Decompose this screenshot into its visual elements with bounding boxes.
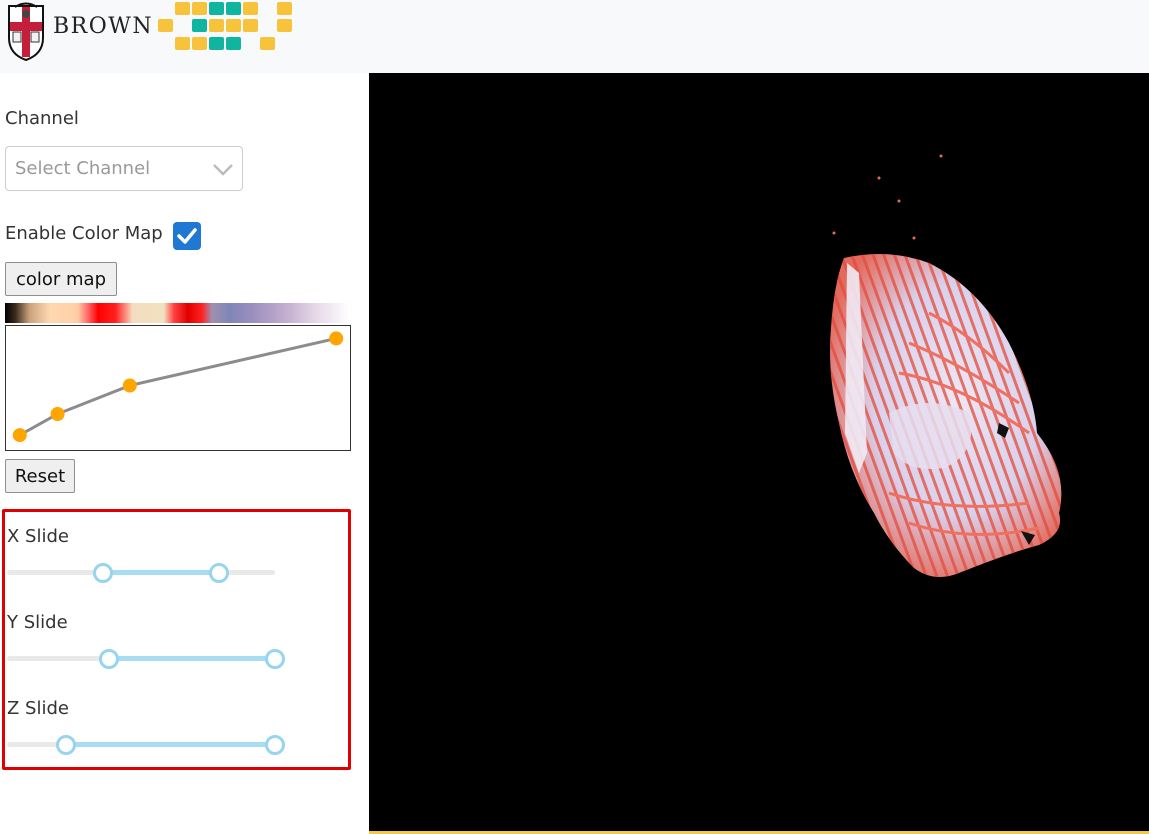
y-slide-max-handle[interactable]: [265, 649, 285, 669]
chevron-down-icon: [213, 164, 233, 176]
x-slide-max-handle[interactable]: [208, 563, 229, 583]
control-sidebar: Channel Select Channel Enable Color Map …: [0, 73, 369, 834]
checkmark-icon: [177, 228, 197, 244]
viewer-bottom-edge: [369, 831, 1149, 834]
transfer-function-curve[interactable]: [6, 326, 350, 450]
z-slide-min-handle[interactable]: [55, 735, 76, 755]
z-slide-label: Z Slide: [7, 698, 69, 719]
x-slide-label: X Slide: [7, 526, 69, 547]
volume-render-viewport[interactable]: [369, 73, 1149, 834]
enable-color-map-label: Enable Color Map: [5, 223, 163, 244]
volume-render-image: [830, 154, 1062, 577]
x-slide-min-handle[interactable]: [93, 563, 114, 583]
transfer-function-point-3[interactable]: [122, 378, 137, 393]
transfer-function-editor[interactable]: [5, 325, 351, 451]
z-slide-max-handle[interactable]: [265, 735, 285, 755]
channel-select-placeholder: Select Channel: [15, 158, 151, 179]
slice-sliders-panel: X Slide Y Slide Z Slide: [2, 509, 351, 770]
reset-button[interactable]: Reset: [5, 459, 75, 493]
y-slide-min-handle[interactable]: [98, 649, 119, 669]
enable-color-map-checkbox[interactable]: [173, 222, 201, 250]
x-slide-range: [103, 570, 219, 575]
channel-label: Channel: [5, 108, 79, 129]
channel-select[interactable]: Select Channel: [5, 146, 243, 191]
color-map-bar: [5, 303, 350, 323]
brown-shield-logo: [8, 2, 44, 62]
transfer-function-point-1[interactable]: [12, 428, 27, 443]
transfer-function-line: [19, 336, 337, 437]
z-slide-range: [65, 742, 275, 747]
transfer-function-point-4[interactable]: [329, 331, 344, 346]
transfer-function-point-2[interactable]: [50, 407, 65, 421]
brand-name: BROWN: [53, 14, 154, 39]
color-map-button[interactable]: color map: [5, 262, 117, 296]
y-slide-range: [108, 656, 275, 661]
y-slide-label: Y Slide: [7, 612, 68, 633]
app-header: BROWN: [0, 0, 1149, 73]
